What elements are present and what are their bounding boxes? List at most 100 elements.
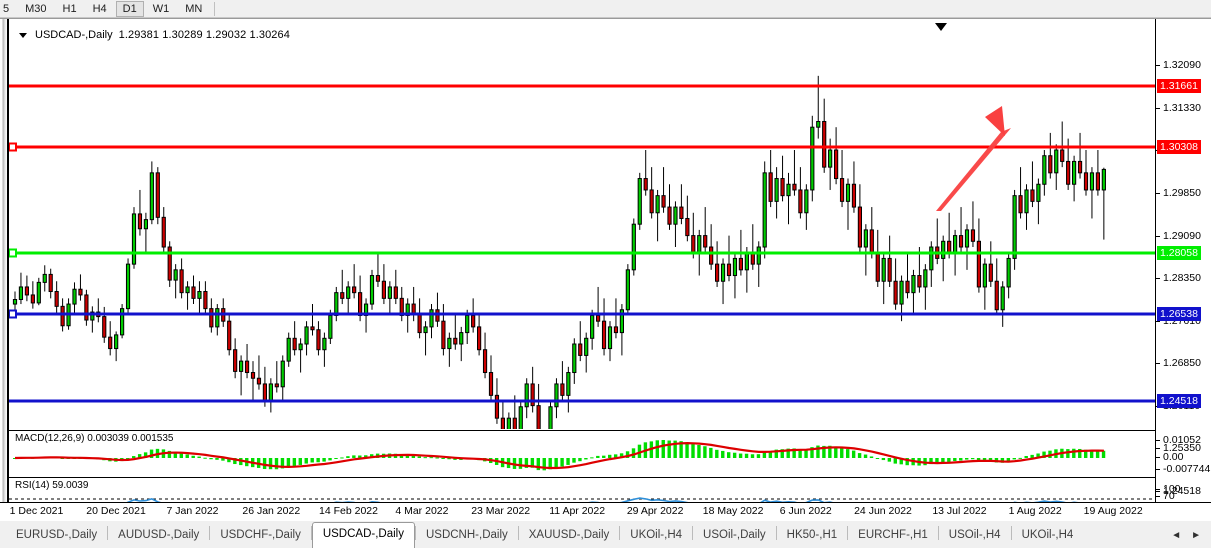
scroll-right-icon[interactable]: ► bbox=[1191, 530, 1201, 541]
tab-separator bbox=[517, 526, 519, 540]
timeframe-d1[interactable]: D1 bbox=[115, 0, 144, 17]
symbol-tab-ukoilh4[interactable]: UKOil-,H4 bbox=[1021, 529, 1074, 541]
collapse-triangle-icon[interactable] bbox=[19, 32, 27, 38]
price-tick bbox=[1156, 108, 1160, 109]
symbol-tab-usdchfdaily[interactable]: USDCHF-,Daily bbox=[220, 529, 301, 541]
time-axis-label: 29 Apr 2022 bbox=[626, 505, 684, 517]
price-level-chip-blue[interactable]: 1.24518 bbox=[1157, 394, 1201, 408]
macd-signal-line bbox=[14, 441, 1104, 470]
price-axis-label: 1.29090 bbox=[1163, 230, 1201, 242]
support-1-26538-handle bbox=[9, 309, 17, 319]
tab-separator bbox=[775, 526, 777, 540]
price-axis[interactable]: 1.320901.313301.305901.298501.290901.283… bbox=[1155, 19, 1211, 540]
symbol-tab-eurchfh1[interactable]: EURCHF-,H1 bbox=[858, 529, 928, 541]
symbol-tab-usoildaily[interactable]: USOil-,Daily bbox=[703, 529, 766, 541]
tab-scroll-controls[interactable]: ◄ ► bbox=[1171, 530, 1211, 548]
chart-frame: MACD(12,26,9) 0.003039 0.001535 RSI(14) … bbox=[0, 18, 1211, 540]
timeframe-toolbar: 5 M30 H1 H4 D1 W1 MN bbox=[0, 0, 1211, 18]
time-axis-label: 4 Mar 2022 bbox=[395, 505, 449, 517]
macd-panel[interactable]: MACD(12,26,9) 0.003039 0.001535 bbox=[9, 430, 1156, 476]
macd-label: MACD(12,26,9) 0.003039 0.001535 bbox=[15, 433, 174, 444]
timeframe-h4[interactable]: H4 bbox=[92, 2, 107, 15]
tab-separator bbox=[107, 526, 109, 540]
price-axis-label: 1.28350 bbox=[1163, 272, 1201, 284]
price-axis-label: 1.26850 bbox=[1163, 357, 1201, 369]
tab-separator bbox=[414, 526, 416, 540]
time-axis-label: 13 Jul 2022 bbox=[932, 505, 987, 517]
time-axis-label: 23 Mar 2022 bbox=[471, 505, 531, 517]
symbol-tab-ukoilh4[interactable]: UKOil-,H4 bbox=[630, 529, 683, 541]
horizontal-level-lines[interactable] bbox=[9, 19, 1156, 429]
tab-separator bbox=[847, 526, 849, 540]
tab-separator bbox=[619, 526, 621, 540]
ohlc-values: 1.29381 1.30289 1.29032 1.30264 bbox=[118, 29, 290, 41]
symbol-tab-usdcnhdaily[interactable]: USDCNH-,Daily bbox=[425, 529, 508, 541]
timeframe-w1[interactable]: W1 bbox=[152, 2, 170, 15]
price-tick bbox=[1156, 363, 1160, 364]
price-tick bbox=[1156, 491, 1160, 492]
chart-header: USDCAD-,Daily 1.29381 1.30289 1.29032 1.… bbox=[19, 29, 290, 41]
symbol-tab-xauusddaily[interactable]: XAUUSD-,Daily bbox=[528, 529, 610, 541]
price-tick bbox=[1156, 65, 1160, 66]
support-1-28058-handle bbox=[9, 248, 17, 258]
price-tick bbox=[1156, 193, 1160, 194]
scroll-left-icon[interactable]: ◄ bbox=[1171, 530, 1182, 541]
price-tick bbox=[1156, 469, 1160, 470]
time-axis-label: 11 Apr 2022 bbox=[549, 505, 606, 517]
price-tick bbox=[1156, 236, 1160, 237]
rsi-scale-label: 70 bbox=[1163, 490, 1175, 502]
symbol-tab-audusddaily[interactable]: AUDUSD-,Daily bbox=[118, 529, 200, 541]
tab-separator bbox=[692, 526, 694, 540]
price-level-chip-red[interactable]: 1.30308 bbox=[1157, 140, 1201, 154]
price-level-chip-green[interactable]: 1.28058 bbox=[1157, 246, 1201, 260]
price-level-chip-red[interactable]: 1.31661 bbox=[1157, 79, 1201, 93]
chart-left-gutter bbox=[0, 19, 8, 521]
symbol-tab-eurusddaily[interactable]: EURUSD-,Daily bbox=[16, 529, 98, 541]
time-axis-label: 26 Jan 2022 bbox=[242, 505, 301, 517]
toolbar-separator bbox=[214, 1, 216, 16]
macd-scale-label: 0.00 bbox=[1163, 451, 1184, 463]
chart-plot-area[interactable]: MACD(12,26,9) 0.003039 0.001535 RSI(14) … bbox=[8, 19, 1156, 521]
candlestick-series bbox=[12, 75, 1106, 429]
rsi-tick bbox=[1156, 496, 1160, 497]
time-axis-label: 1 Dec 2021 bbox=[9, 505, 64, 517]
time-axis-label: 14 Feb 2022 bbox=[319, 505, 378, 517]
rsi-scale-label: 100 bbox=[1163, 483, 1181, 495]
timeframe-h1[interactable]: H1 bbox=[62, 2, 77, 15]
time-axis-label: 7 Jan 2022 bbox=[166, 505, 219, 517]
price-axis-label: 1.29850 bbox=[1163, 187, 1201, 199]
tab-separator bbox=[937, 526, 939, 540]
timeframe-5[interactable]: 5 bbox=[3, 2, 10, 15]
macd-series bbox=[13, 440, 1106, 471]
time-axis-label: 19 Aug 2022 bbox=[1083, 505, 1143, 517]
price-tick bbox=[1156, 440, 1160, 441]
price-tick bbox=[1156, 457, 1160, 458]
rsi-label: RSI(14) 59.0039 bbox=[15, 480, 89, 491]
time-axis-label: 1 Aug 2022 bbox=[1008, 505, 1062, 517]
price-axis-label: 1.31330 bbox=[1163, 102, 1201, 114]
resistance-1-30308-handle bbox=[9, 142, 17, 152]
symbol-tab-bar: EURUSD-,Daily AUDUSD-,Daily USDCHF-,Daily U… bbox=[0, 520, 1211, 548]
macd-scale-label: -0.007744 bbox=[1163, 463, 1211, 475]
symbol-tab-usoilh4[interactable]: USOil-,H4 bbox=[948, 529, 1001, 541]
chart-top-triangle-marker bbox=[935, 23, 947, 31]
symbol-period-label: USDCAD-,Daily bbox=[35, 29, 113, 41]
price-tick bbox=[1156, 448, 1160, 449]
price-axis-label: 1.32090 bbox=[1163, 59, 1201, 71]
price-level-chip-blue[interactable]: 1.26538 bbox=[1157, 307, 1201, 321]
up-arrow-annotation bbox=[936, 106, 1011, 211]
tab-separator bbox=[310, 526, 312, 540]
tab-separator bbox=[209, 526, 211, 540]
time-axis: 1 Dec 2021 20 Dec 2021 7 Jan 2022 26 Jan 20… bbox=[0, 502, 1211, 520]
time-axis-label: 24 Jun 2022 bbox=[854, 505, 912, 517]
symbol-tab-hk50h1[interactable]: HK50-,H1 bbox=[786, 529, 838, 541]
timeframe-mn[interactable]: MN bbox=[185, 2, 203, 15]
price-axis-label: 1.25350 bbox=[1163, 442, 1201, 454]
symbol-tab-usdcaddaily[interactable]: USDCAD-,Daily bbox=[311, 522, 415, 548]
arrow-annotation[interactable] bbox=[9, 19, 1156, 429]
price-panel[interactable] bbox=[9, 19, 1156, 429]
timeframe-m30[interactable]: M30 bbox=[25, 2, 47, 15]
time-axis-label: 6 Jun 2022 bbox=[779, 505, 832, 517]
price-tick bbox=[1156, 321, 1160, 322]
